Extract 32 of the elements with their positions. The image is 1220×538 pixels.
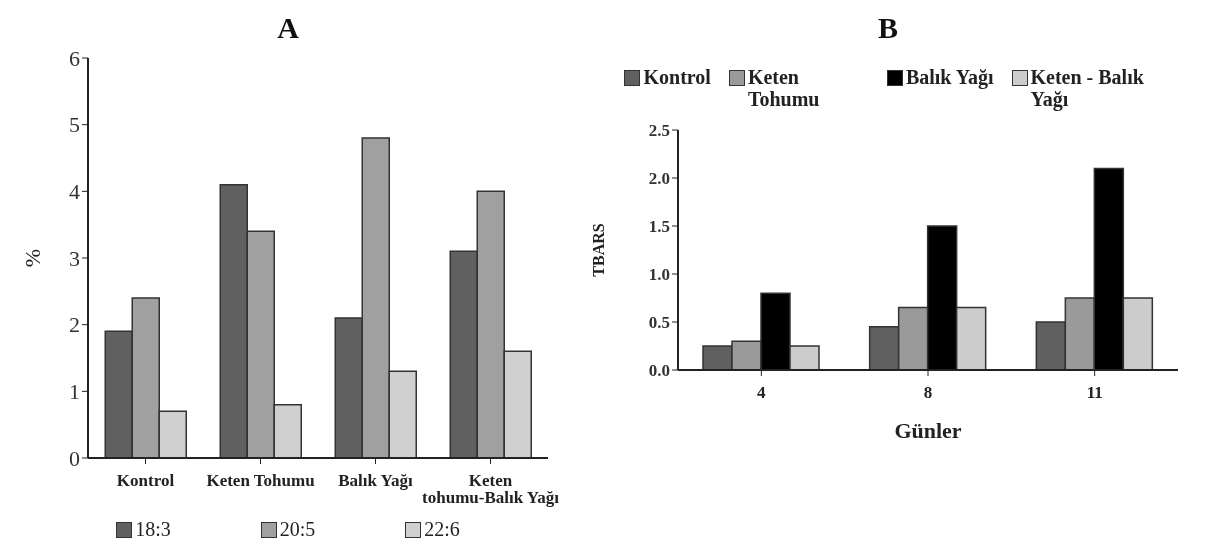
y-tick-label: 1.5 <box>648 217 670 237</box>
y-tick-label: 2.5 <box>648 121 670 141</box>
y-axis-title: TBARS <box>589 223 607 277</box>
legend-label: Keten Tohumu <box>747 66 821 110</box>
x-tick-label: 8 <box>923 383 933 403</box>
y-tick-label: 0.5 <box>648 313 670 333</box>
y-tick-label: 6 <box>69 45 80 71</box>
chart-title: B <box>877 10 899 46</box>
chart-title: A <box>277 11 299 44</box>
legend-label: 18:3 <box>135 518 171 538</box>
x-axis-title: Günler <box>894 418 962 443</box>
y-tick-label: 5 <box>69 112 80 138</box>
x-tick-label: Keten Tohumu <box>206 471 315 491</box>
x-tick-label: Keten tohumu-Balık Yağı <box>422 471 560 508</box>
y-tick-label: 0.0 <box>648 361 670 381</box>
x-tick-label: Kontrol <box>116 471 175 491</box>
y-tick-label: 3 <box>69 245 80 271</box>
x-tick-label: 11 <box>1086 383 1103 403</box>
y-tick-label: 2 <box>69 312 80 338</box>
y-tick-label: 2.0 <box>648 169 670 189</box>
x-tick-label: 4 <box>757 383 767 403</box>
legend-label: 20:5 <box>279 518 316 538</box>
y-tick-label: 0 <box>69 445 80 471</box>
y-tick-label: 1 <box>69 379 80 405</box>
legend-label: Kontrol <box>643 66 711 88</box>
x-tick-label: Balık Yağı <box>338 471 414 491</box>
legend-label: Keten - Balık Yağı <box>1030 66 1145 110</box>
y-tick-label: 4 <box>69 179 80 205</box>
legend-label: 22:6 <box>424 518 460 538</box>
y-axis-title: % <box>19 248 45 268</box>
legend-label: Balık Yağı <box>905 66 994 88</box>
y-tick-label: 1.0 <box>648 265 670 285</box>
